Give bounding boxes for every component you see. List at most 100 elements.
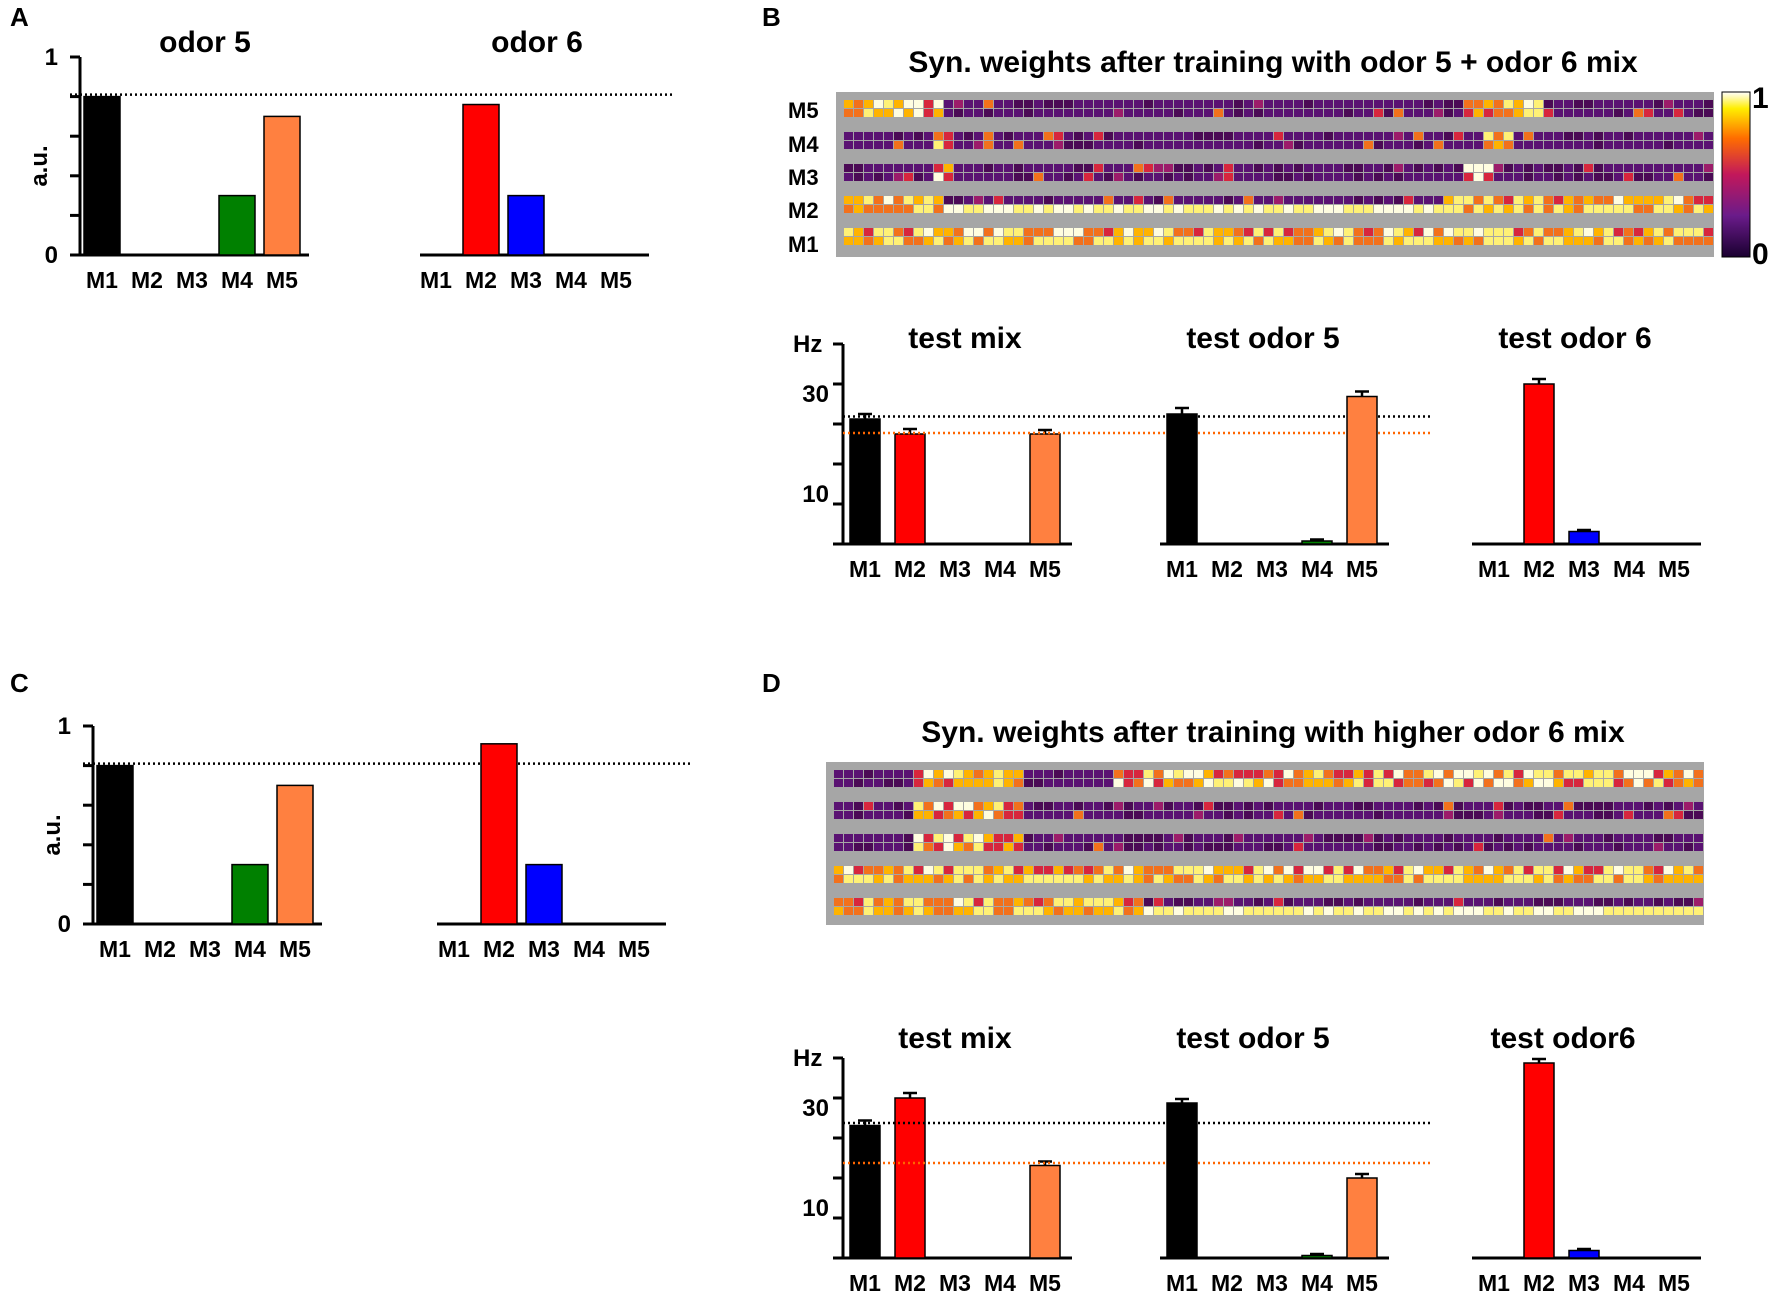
heatmap-cell bbox=[934, 834, 943, 842]
heatmap-cell bbox=[1104, 109, 1113, 117]
heatmap-cell bbox=[1614, 834, 1623, 842]
heatmap-cell bbox=[854, 173, 863, 181]
heatmap-cell bbox=[914, 875, 923, 883]
heatmap-cell bbox=[1404, 866, 1413, 874]
x-tick-label: M4 bbox=[1301, 1270, 1333, 1296]
heatmap-cell bbox=[854, 164, 863, 172]
heatmap-cell bbox=[1594, 100, 1603, 108]
heatmap-cell bbox=[1304, 834, 1313, 842]
heatmap-cell bbox=[854, 770, 863, 778]
heatmap-cell bbox=[1244, 907, 1253, 915]
heatmap-cell bbox=[1374, 802, 1383, 810]
heatmap-cell bbox=[1574, 100, 1583, 108]
heatmap-cell bbox=[1654, 205, 1663, 213]
heatmap-cell bbox=[1514, 173, 1523, 181]
heatmap-cell bbox=[1284, 770, 1293, 778]
heatmap-cell bbox=[1644, 907, 1653, 915]
heatmap-cell bbox=[974, 811, 983, 819]
heatmap-cell bbox=[924, 173, 933, 181]
heatmap-cell bbox=[1294, 100, 1303, 108]
heatmap-cell bbox=[1594, 205, 1603, 213]
heatmap-cell bbox=[894, 173, 903, 181]
heatmap-cell bbox=[1374, 811, 1383, 819]
heatmap-cell bbox=[1174, 132, 1183, 140]
heatmap-cell bbox=[1084, 205, 1093, 213]
heatmap-cell bbox=[1024, 196, 1033, 204]
heatmap-cell bbox=[1214, 228, 1223, 236]
heatmap-cell bbox=[874, 898, 883, 906]
heatmap-cell bbox=[984, 898, 993, 906]
heatmap-cell bbox=[1414, 237, 1423, 245]
heatmap-cell bbox=[1634, 866, 1643, 874]
heatmap-cell bbox=[1214, 196, 1223, 204]
heatmap-cell bbox=[1644, 866, 1653, 874]
heatmap-cell bbox=[1474, 132, 1483, 140]
heatmap-cell bbox=[1484, 141, 1493, 149]
heatmap-cell bbox=[1684, 907, 1693, 915]
heatmap-cell bbox=[1454, 843, 1463, 851]
heatmap-cell bbox=[1424, 875, 1433, 883]
heatmap-cell bbox=[1054, 109, 1063, 117]
heatmap-cell bbox=[1544, 770, 1553, 778]
heatmap-cell bbox=[1054, 866, 1063, 874]
heatmap-cell bbox=[1514, 811, 1523, 819]
heatmap-cell bbox=[1014, 237, 1023, 245]
heatmap-cell bbox=[1454, 173, 1463, 181]
heatmap-cell bbox=[924, 875, 933, 883]
heatmap-cell bbox=[1254, 173, 1263, 181]
heatmap-cell bbox=[1104, 237, 1113, 245]
heatmap-cell bbox=[924, 228, 933, 236]
heatmap-cell bbox=[874, 811, 883, 819]
heatmap-cell bbox=[1614, 843, 1623, 851]
heatmap-cell bbox=[1334, 132, 1343, 140]
heatmap-cell bbox=[954, 898, 963, 906]
heatmap-cell bbox=[844, 898, 853, 906]
bar-m4 bbox=[218, 194, 256, 256]
heatmap-cell bbox=[1274, 237, 1283, 245]
heatmap-cell bbox=[1234, 875, 1243, 883]
heatmap-cell bbox=[1604, 196, 1613, 204]
heatmap-cell bbox=[1554, 811, 1563, 819]
heatmap-cell bbox=[1204, 843, 1213, 851]
heatmap-cell bbox=[1264, 237, 1273, 245]
heatmap-cell bbox=[1194, 811, 1203, 819]
heatmap-cell bbox=[1004, 907, 1013, 915]
heatmap-cell bbox=[1414, 802, 1423, 810]
heatmap-cell bbox=[864, 770, 873, 778]
x-tick-label: M2 bbox=[131, 267, 163, 293]
heatmap-b-row-label: M3 bbox=[788, 165, 819, 190]
heatmap-cell bbox=[1224, 205, 1233, 213]
heatmap-cell bbox=[1374, 237, 1383, 245]
heatmap-cell bbox=[964, 802, 973, 810]
heatmap-cell bbox=[1564, 875, 1573, 883]
heatmap-cell bbox=[1174, 875, 1183, 883]
heatmap-cell bbox=[1624, 228, 1633, 236]
heatmap-cell bbox=[1394, 811, 1403, 819]
heatmap-cell bbox=[1614, 875, 1623, 883]
heatmap-cell bbox=[1544, 173, 1553, 181]
heatmap-cell bbox=[1174, 100, 1183, 108]
heatmap-cell bbox=[1104, 164, 1113, 172]
heatmap-cell bbox=[974, 866, 983, 874]
heatmap-cell bbox=[1274, 100, 1283, 108]
color-scale-max: 1 bbox=[1752, 82, 1769, 115]
heatmap-cell bbox=[1004, 802, 1013, 810]
heatmap-cell bbox=[1544, 802, 1553, 810]
heatmap-cell bbox=[1264, 132, 1273, 140]
heatmap-cell bbox=[1264, 141, 1273, 149]
heatmap-cell bbox=[984, 834, 993, 842]
heatmap-cell bbox=[1694, 802, 1703, 810]
heatmap-cell bbox=[854, 228, 863, 236]
heatmap-cell bbox=[904, 132, 913, 140]
heatmap-cell bbox=[1484, 228, 1493, 236]
heatmap-cell bbox=[1504, 834, 1513, 842]
heatmap-cell bbox=[994, 907, 1003, 915]
heatmap-cell bbox=[1034, 132, 1043, 140]
bar-m1 bbox=[1166, 1102, 1198, 1259]
heatmap-cell bbox=[1194, 834, 1203, 842]
bar-m5 bbox=[1029, 433, 1061, 545]
heatmap-cell bbox=[1344, 173, 1353, 181]
heatmap-cell bbox=[1464, 141, 1473, 149]
heatmap-cell bbox=[1314, 811, 1323, 819]
heatmap-cell bbox=[1514, 875, 1523, 883]
